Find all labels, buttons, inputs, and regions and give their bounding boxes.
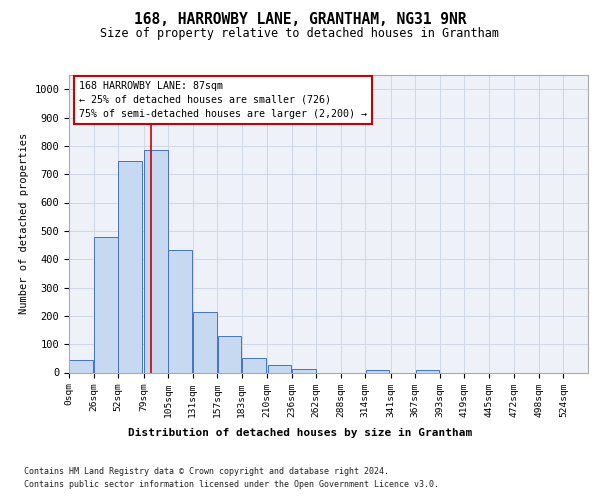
Bar — [292, 369, 316, 372]
Text: 168 HARROWBY LANE: 87sqm
← 25% of detached houses are smaller (726)
75% of semi-: 168 HARROWBY LANE: 87sqm ← 25% of detach… — [79, 81, 367, 119]
Bar — [268, 364, 292, 372]
Bar — [94, 236, 118, 372]
Text: Distribution of detached houses by size in Grantham: Distribution of detached houses by size … — [128, 428, 472, 438]
Bar — [242, 358, 266, 372]
Bar — [70, 360, 93, 372]
Y-axis label: Number of detached properties: Number of detached properties — [19, 133, 29, 314]
Bar — [416, 370, 439, 372]
Text: Size of property relative to detached houses in Grantham: Size of property relative to detached ho… — [101, 28, 499, 40]
Text: 168, HARROWBY LANE, GRANTHAM, NG31 9NR: 168, HARROWBY LANE, GRANTHAM, NG31 9NR — [134, 12, 466, 28]
Bar — [365, 370, 389, 372]
Bar — [218, 336, 241, 372]
Bar — [118, 160, 142, 372]
Bar — [169, 250, 192, 372]
Bar — [193, 312, 217, 372]
Text: Contains HM Land Registry data © Crown copyright and database right 2024.: Contains HM Land Registry data © Crown c… — [24, 468, 389, 476]
Bar — [144, 150, 168, 372]
Text: Contains public sector information licensed under the Open Government Licence v3: Contains public sector information licen… — [24, 480, 439, 489]
